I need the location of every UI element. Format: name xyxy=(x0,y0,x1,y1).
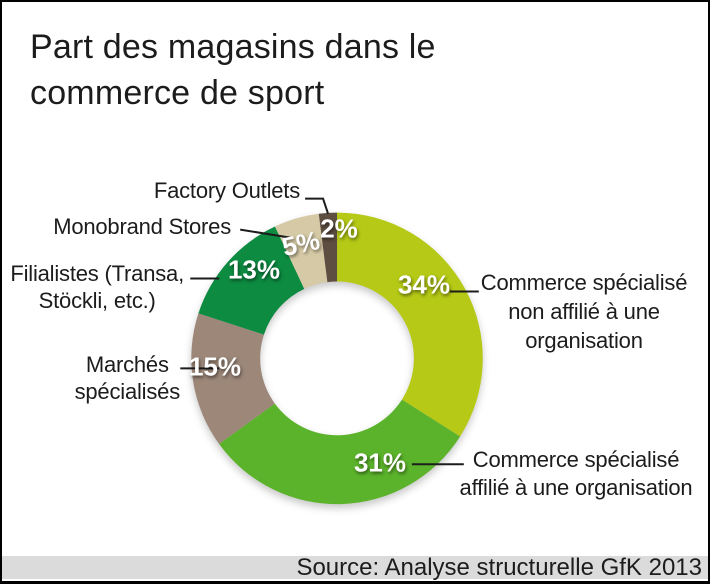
pct-label-factory: 2% xyxy=(320,213,358,244)
chart-title: Part des magasins dans le commerce de sp… xyxy=(30,28,436,112)
pct-label-marches: 15% xyxy=(188,351,242,382)
callout-monobrand-stores: Monobrand Stores xyxy=(53,214,231,239)
callout-non-affilie: Commerce spécialisé non affilié à une or… xyxy=(480,270,688,353)
donut-slices xyxy=(191,212,483,505)
callout-affilie: Commerce spécialisé affilié à une organi… xyxy=(459,447,693,500)
pct-label-affilie: 31% xyxy=(353,447,407,478)
pct-label-filialistes: 13% xyxy=(227,254,281,285)
donut-segment-4 xyxy=(274,213,328,289)
callout-factory-outlets: Factory Outlets xyxy=(153,178,300,203)
callout-filialistes: Filialistes (Transa, Stöckli, etc.) xyxy=(10,261,184,313)
pct-label-non-affilie: 34% xyxy=(397,269,451,300)
leader-lines xyxy=(180,197,479,466)
donut-segment-1 xyxy=(219,399,461,505)
leader-line-monobrand-stores xyxy=(240,228,291,239)
leader-line-factory-outlets xyxy=(305,197,329,214)
donut-segment-0 xyxy=(337,212,483,437)
donut-segment-3 xyxy=(198,226,305,335)
source-bar: Source: Analyse structurelle GfK 2013 xyxy=(2,554,708,581)
donut-segment-2 xyxy=(191,313,275,445)
source-text: Source: Analyse structurelle GfK 2013 xyxy=(296,554,702,581)
donut-segment-5 xyxy=(318,212,338,283)
callout-marches-specialises: Marchés spécialisés xyxy=(74,352,181,404)
